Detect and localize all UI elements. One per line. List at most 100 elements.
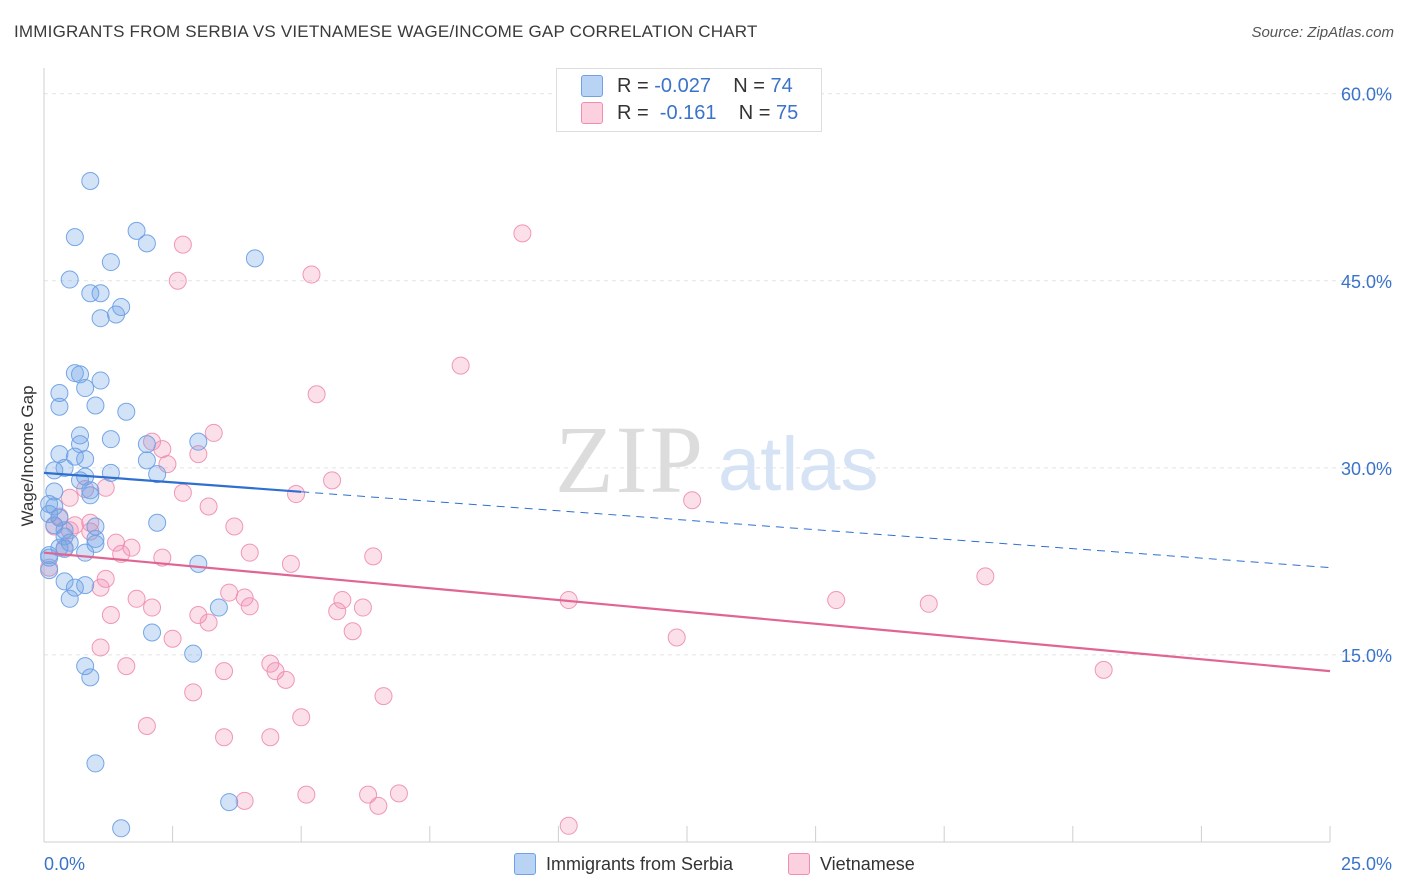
vietnamese-point	[287, 485, 306, 504]
vietnamese-point	[374, 687, 393, 706]
serbia-point	[112, 819, 131, 838]
vietnamese-point	[1094, 660, 1113, 679]
serbia-point	[71, 365, 90, 384]
x-tick-label-end: 25.0%	[1341, 854, 1392, 874]
watermark: ZIP atlas	[555, 406, 879, 513]
vietnamese-point	[143, 432, 162, 451]
serbia-swatch-icon	[581, 75, 603, 97]
vietnamese-point	[122, 538, 141, 557]
vietnamese-point	[240, 597, 259, 616]
vietnamese-point	[137, 717, 156, 736]
y-tick-label: 15.0%	[1341, 646, 1392, 666]
serbia-point	[50, 384, 69, 403]
serbia-point	[55, 458, 74, 477]
legend-n-label: N =	[733, 74, 771, 97]
vietnamese-point	[204, 423, 223, 442]
serbia-point	[127, 221, 146, 240]
axes	[43, 68, 1331, 843]
vietnamese-point	[281, 554, 300, 573]
serbia-point	[101, 253, 120, 272]
watermark-zip: ZIP	[555, 406, 705, 513]
serbia-point	[91, 371, 110, 390]
legend-r-label: R =	[617, 74, 655, 97]
source-label: Source: ZipAtlas.com	[1251, 24, 1394, 41]
vietnamese-point	[199, 497, 218, 516]
vietnamese-point	[199, 613, 218, 632]
vietnamese-point	[369, 796, 388, 815]
vietnamese-point	[220, 583, 239, 602]
serbia-point	[40, 561, 59, 580]
legend-n-value: 75	[776, 101, 799, 124]
vietnamese-swatch-icon	[581, 102, 603, 124]
serbia-point	[184, 644, 203, 663]
serbia-point	[76, 576, 95, 595]
vietnamese-point	[189, 606, 208, 625]
serbia-point	[55, 572, 74, 591]
vietnamese-point	[117, 657, 136, 676]
tick-labels: 15.0% 30.0% 45.0% 60.0% 0.0% 25.0%	[44, 85, 1392, 874]
vietnamese-point	[96, 569, 115, 588]
vietnamese-point	[683, 491, 702, 510]
vietnamese-point	[168, 271, 187, 290]
serbia-point	[189, 432, 208, 451]
vietnamese-point	[225, 517, 244, 536]
vietnamese-point	[127, 589, 146, 608]
legend-r-label: R =	[617, 101, 655, 124]
legend-n-label: N =	[738, 101, 776, 124]
vietnamese-point	[235, 588, 254, 607]
y-axis-label: Wage/Income Gap	[18, 385, 37, 526]
vietnamese-point	[173, 235, 192, 254]
vietnamese-trend-line	[43, 551, 1331, 673]
serbia-trend-line	[43, 471, 302, 493]
x-tick-label-start: 0.0%	[44, 854, 85, 874]
serbia-point	[107, 305, 126, 324]
serbia-point	[209, 598, 228, 617]
serbia-point	[50, 397, 69, 416]
vietnamese-point	[261, 728, 280, 747]
vietnamese-point	[559, 816, 578, 835]
serbia-point	[81, 481, 100, 500]
serbia-point	[137, 451, 156, 470]
serbia-point	[45, 461, 64, 480]
serbia-point	[143, 623, 162, 642]
serbia-point	[101, 430, 120, 449]
vietnamese-point	[513, 224, 532, 243]
vietnamese-point	[112, 544, 131, 563]
vietnamese-point	[364, 547, 383, 566]
bottom-legend-vietnamese: Vietnamese	[788, 852, 915, 876]
vietnamese-point	[91, 578, 110, 597]
vietnamese-point	[189, 445, 208, 464]
serbia-point	[148, 465, 167, 484]
y-tick-label: 30.0%	[1341, 459, 1392, 479]
vietnamese-point	[307, 385, 326, 404]
serbia-point	[76, 379, 95, 398]
serbia-point	[65, 447, 84, 466]
serbia-point	[189, 554, 208, 573]
serbia-point	[65, 228, 84, 247]
vietnamese-point	[65, 516, 84, 535]
serbia-point	[40, 495, 59, 514]
y-tick-label: 60.0%	[1341, 85, 1392, 105]
serbia-point	[81, 284, 100, 303]
vietnamese-point	[297, 785, 316, 804]
serbia-legend-swatch-icon	[514, 853, 536, 875]
serbia-point	[76, 450, 95, 469]
legend-n-value: 74	[770, 74, 793, 97]
serbia-point	[220, 793, 239, 812]
serbia-point	[76, 657, 95, 676]
vietnamese-point	[153, 440, 172, 459]
series-vietnamese	[40, 224, 1113, 835]
vietnamese-point	[919, 594, 938, 613]
vietnamese-point	[184, 683, 203, 702]
vietnamese-point	[359, 785, 378, 804]
vietnamese-point	[976, 567, 995, 586]
serbia-point	[81, 172, 100, 191]
vietnamese-point	[173, 483, 192, 502]
series-serbia	[40, 172, 264, 838]
serbia-point	[81, 486, 100, 505]
legend-r-value: -0.161	[654, 101, 717, 124]
trend-lines	[43, 471, 1331, 673]
vietnamese-point	[292, 708, 311, 727]
vietnamese-point	[276, 670, 295, 689]
